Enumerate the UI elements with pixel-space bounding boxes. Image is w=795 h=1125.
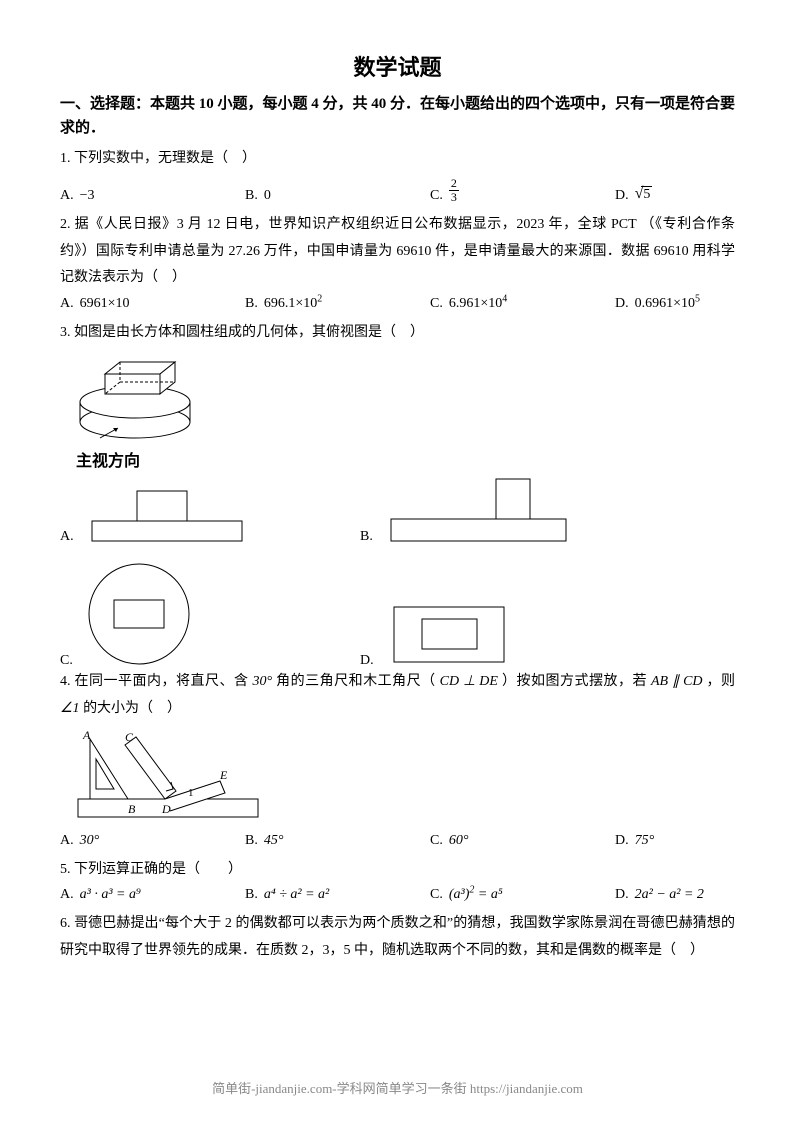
q1-b-value: 0	[264, 188, 271, 204]
q1-options: A. −3 B. 0 C. 2 3 D. √ 5	[60, 177, 735, 204]
q2-opt-b: B. 696.1×102	[245, 296, 365, 312]
q4-a-value: 30°	[80, 833, 100, 849]
q4-label-b: B	[128, 802, 136, 816]
q3-text: 3. 如图是由长方体和圆柱组成的几何体，其俯视图是（ ）	[60, 320, 735, 347]
q4-figure: A C E B D 1	[70, 729, 735, 829]
q4-d-value: 75°	[635, 833, 655, 849]
q1-opt-c: C. 2 3	[430, 177, 550, 204]
q5-options: A. a³ · a³ = a⁹ B. a⁴ ÷ a² = a² C. (a³)2…	[60, 887, 735, 903]
q3-opt-d: D.	[360, 599, 660, 669]
label-d: D.	[360, 653, 374, 669]
q4-text: 4. 在同一平面内，将直尺、含 30° 角的三角尺和木工角尺（ CD ⊥ DE …	[60, 669, 735, 722]
label-d: D.	[615, 887, 629, 903]
q5-opt-c: C. (a³)2 = a⁵	[430, 887, 550, 903]
q4-label-a: A	[82, 729, 91, 742]
q5-d-value: 2a² − a² = 2	[635, 887, 704, 903]
label-c: C.	[430, 188, 443, 204]
label-a: A.	[60, 833, 74, 849]
q5-text: 5. 下列运算正确的是（ ）	[60, 857, 735, 884]
q5-opt-a: A. a³ · a³ = a⁹	[60, 887, 180, 903]
q2-b-value: 696.1×102	[264, 296, 322, 312]
q1-c-fraction: 2 3	[449, 177, 459, 204]
q1-opt-b: B. 0	[245, 188, 365, 204]
label-d: D.	[615, 188, 629, 204]
label-d: D.	[615, 296, 629, 312]
q3-opt-b-svg	[381, 475, 581, 545]
label-a: A.	[60, 296, 74, 312]
q4-label-1: 1	[188, 787, 194, 799]
page-title: 数学试题	[60, 50, 735, 82]
q1-a-value: −3	[80, 188, 95, 204]
q3-solid-svg	[70, 352, 210, 442]
label-c: C.	[430, 887, 443, 903]
q4-label-c: C	[125, 730, 134, 744]
q1-opt-a: A. −3	[60, 188, 180, 204]
q4-c-value: 60°	[449, 833, 469, 849]
q1-d-sqrt: √ 5	[635, 186, 653, 204]
q4-opt-c: C. 60°	[430, 833, 550, 849]
q3-opt-c-svg	[81, 559, 201, 669]
q4-svg: A C E B D 1	[70, 729, 270, 824]
q3-opt-b: B.	[360, 475, 660, 545]
q3-opt-a-svg	[82, 485, 252, 545]
label-b: B.	[245, 296, 258, 312]
q4-opt-b: B. 45°	[245, 833, 365, 849]
section-header: 一、选择题：本题共 10 小题，每小题 4 分，共 40 分．在每小题给出的四个…	[60, 92, 735, 140]
label-b: B.	[245, 887, 258, 903]
label-b: B.	[360, 529, 373, 545]
q5-b-value: a⁴ ÷ a² = a²	[264, 887, 329, 903]
q2-opt-d: D. 0.6961×105	[615, 296, 735, 312]
label-c: C.	[430, 833, 443, 849]
q2-opt-c: C. 6.961×104	[430, 296, 550, 312]
label-b: B.	[245, 188, 258, 204]
q2-options: A. 6961×10 B. 696.1×102 C. 6.961×104 D. …	[60, 296, 735, 312]
q1-d-radicand: 5	[641, 186, 652, 204]
q6-text: 6. 哥德巴赫提出“每个大于 2 的偶数都可以表示为两个质数之和”的猜想，我国数…	[60, 911, 735, 964]
q1-c-num: 2	[449, 177, 459, 191]
q3-caption: 主视方向	[76, 447, 735, 471]
q1-text: 1. 下列实数中，无理数是（ ）	[60, 146, 735, 173]
q2-c-value: 6.961×104	[449, 296, 507, 312]
page-footer: 简单街-jiandanjie.com-学科网简单学习一条街 https://ji…	[0, 1078, 795, 1097]
q4-b-value: 45°	[264, 833, 284, 849]
q5-a-value: a³ · a³ = a⁹	[80, 887, 141, 903]
q2-d-value: 0.6961×105	[635, 296, 700, 312]
q2-opt-a: A. 6961×10	[60, 296, 180, 312]
q4-options: A. 30° B. 45° C. 60° D. 75°	[60, 833, 735, 849]
q1-opt-d: D. √ 5	[615, 186, 735, 204]
q5-opt-d: D. 2a² − a² = 2	[615, 887, 735, 903]
q2-text: 2. 据《人民日报》3 月 12 日电，世界知识产权组织近日公布数据显示，202…	[60, 212, 735, 292]
q2-a-value: 6961×10	[80, 296, 130, 312]
q1-c-den: 3	[449, 191, 459, 204]
q3-opt-d-svg	[382, 599, 522, 669]
q5-opt-b: B. a⁴ ÷ a² = a²	[245, 887, 365, 903]
q3-opt-c: C.	[60, 559, 360, 669]
label-c: C.	[60, 653, 73, 669]
label-a: A.	[60, 188, 74, 204]
label-a: A.	[60, 529, 74, 545]
q3-options: A. B. C. D.	[60, 475, 735, 669]
q5-c-value: (a³)2 = a⁵	[449, 887, 503, 903]
q4-label-e: E	[219, 768, 228, 782]
exam-page: 数学试题 一、选择题：本题共 10 小题，每小题 4 分，共 40 分．在每小题…	[0, 0, 795, 1125]
q4-opt-d: D. 75°	[615, 833, 735, 849]
label-d: D.	[615, 833, 629, 849]
label-a: A.	[60, 887, 74, 903]
q4-label-d: D	[161, 802, 171, 816]
q3-opt-a: A.	[60, 485, 360, 545]
label-c: C.	[430, 296, 443, 312]
label-b: B.	[245, 833, 258, 849]
q4-opt-a: A. 30°	[60, 833, 180, 849]
q3-figure: 主视方向	[70, 352, 735, 471]
